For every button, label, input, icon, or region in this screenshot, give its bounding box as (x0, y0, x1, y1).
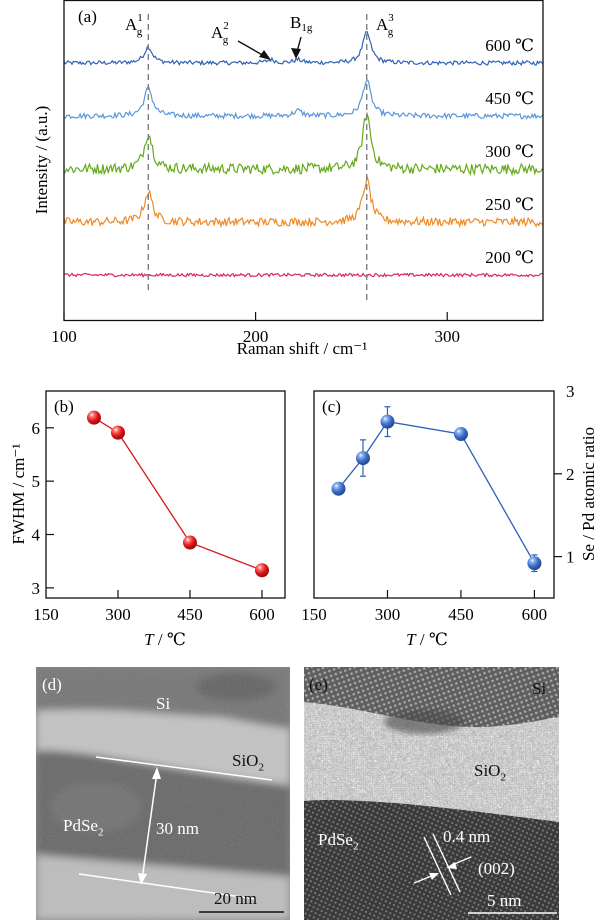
data-point (355, 451, 370, 466)
x-tick-label: 300 (105, 605, 131, 624)
y-tick-label: 2 (566, 465, 575, 484)
scale-bar-label-e: 5 nm (487, 891, 522, 910)
y-tick-label: 6 (32, 419, 41, 438)
data-point (254, 563, 269, 578)
lattice-fringe-1 (423, 836, 452, 896)
peak-annotations: A1 g A2 g B1g A3 g (125, 12, 394, 60)
spectrum-300 (63, 111, 544, 177)
tem-d-graphic (36, 667, 290, 920)
plot-frame-a (63, 0, 544, 322)
y-tick-label: 5 (32, 472, 41, 491)
tem-e-graphic (304, 667, 559, 920)
peak-label: A1 g (125, 12, 143, 38)
x-tick-label: 600 (249, 605, 275, 624)
x-tick-label: 150 (301, 605, 327, 624)
panel-label-e: (e) (309, 675, 328, 694)
panel-label-c: (c) (322, 397, 341, 416)
series-line (93, 417, 263, 571)
thickness-label: 30 nm (156, 819, 199, 838)
spectrum-450 (63, 79, 544, 121)
x-tick-label: 100 (51, 327, 77, 346)
label-si-e: Si (532, 679, 547, 698)
peak-label: A2 g (211, 20, 229, 46)
y-axis-label-b: FWHM / cm⁻¹ (9, 444, 28, 545)
series-line (337, 420, 535, 564)
ticks-b: 150 300 450 600 3 4 5 6 (32, 419, 275, 624)
spectrum-250 (63, 176, 543, 229)
hrtem-image-e: (e) Si SiO2 PdSe2 0.4 nm (002) 5 nm (304, 667, 559, 920)
plane-label: (002) (478, 859, 515, 878)
x-tick-label: 450 (177, 605, 203, 624)
spacing-label: 0.4 nm (443, 827, 491, 846)
spectrum-600 (63, 31, 544, 67)
tem-image-d: (d) Si SiO2 PdSe2 30 nm 20 nm (36, 667, 290, 920)
x-tick-label: 150 (33, 605, 59, 624)
label-si-d: Si (156, 694, 171, 713)
label-pdse2-e: PdSe2 (318, 830, 359, 853)
data-point (86, 410, 101, 425)
interface-line-bottom (78, 873, 257, 900)
ticks-c: 150 300 450 600 1 2 3 (301, 382, 574, 624)
y-tick-label: 1 (566, 548, 575, 567)
data-point (182, 535, 197, 550)
temp-label: 450 ℃ (485, 89, 534, 108)
x-tick-label: 450 (448, 605, 474, 624)
thickness-arrow (141, 771, 158, 881)
peak-label: B1g (290, 13, 313, 34)
temperature-labels: 600 ℃ 450 ℃ 300 ℃ 250 ℃ 200 ℃ (485, 36, 534, 267)
x-axis-label-a: Raman shift / cm⁻¹ (237, 339, 368, 358)
panel-label-b: (b) (54, 397, 74, 416)
reference-lines (147, 14, 368, 300)
interface-line-top (95, 756, 273, 781)
x-tick-label: 300 (375, 605, 401, 624)
panel-label-d: (d) (42, 675, 62, 694)
spectra-group (63, 31, 544, 278)
data-point (110, 425, 125, 440)
y-tick-label: 3 (32, 579, 41, 598)
x-tick-label: 200 (243, 327, 269, 346)
label-pdse2-d: PdSe2 (63, 816, 104, 839)
spectrum-200 (63, 272, 543, 278)
y-tick-label: 3 (566, 382, 575, 401)
temp-label: 300 ℃ (485, 142, 534, 161)
x-axis-label-b: T / ℃ (144, 630, 186, 649)
y-tick-label: 4 (32, 526, 41, 545)
y-axis-label-c: Se / Pd atomic ratio (579, 427, 598, 561)
temp-label: 200 ℃ (485, 248, 534, 267)
x-tick-label: 600 (522, 605, 548, 624)
x-ticks-a: 100 200 300 (51, 312, 460, 346)
panel-label-a: (a) (78, 7, 97, 26)
lattice-fringe-2 (432, 833, 461, 893)
label-sio2-e: SiO2 (474, 761, 506, 784)
scale-bar-label-d: 20 nm (214, 889, 257, 908)
x-axis-label-c: T / ℃ (406, 630, 448, 649)
temp-label: 600 ℃ (485, 36, 534, 55)
x-tick-label: 300 (434, 327, 460, 346)
series-se-pd (331, 406, 542, 573)
y-axis-label-a: Intensity / (a.u.) (32, 106, 51, 215)
series-fwhm (86, 410, 269, 578)
plot-frame-b (45, 390, 286, 599)
label-sio2-d: SiO2 (232, 751, 264, 774)
data-point (527, 556, 542, 571)
plot-frame-c (313, 390, 555, 599)
temp-label: 250 ℃ (485, 195, 534, 214)
data-point (331, 481, 346, 496)
data-point (453, 427, 468, 442)
data-point (380, 414, 395, 429)
peak-label: A3 g (376, 12, 394, 38)
